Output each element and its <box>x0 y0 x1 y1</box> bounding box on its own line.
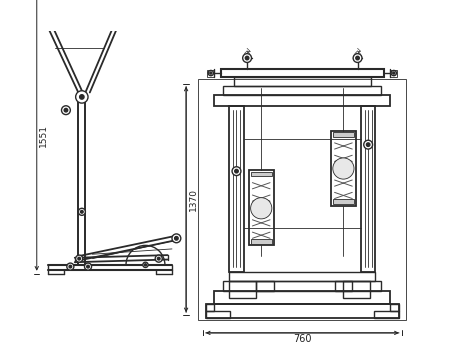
Circle shape <box>62 106 70 115</box>
Circle shape <box>356 56 359 60</box>
Circle shape <box>85 263 91 270</box>
Circle shape <box>80 95 84 99</box>
Bar <box>331 130 356 206</box>
Bar <box>230 281 256 298</box>
Bar <box>214 291 390 304</box>
Bar <box>256 281 274 291</box>
Circle shape <box>67 263 74 270</box>
Bar <box>223 281 382 291</box>
Bar <box>333 132 354 137</box>
Bar <box>343 281 370 298</box>
Circle shape <box>333 158 354 179</box>
Circle shape <box>235 169 238 173</box>
Bar <box>374 311 399 318</box>
Circle shape <box>172 234 181 243</box>
Bar <box>206 311 230 318</box>
Bar <box>390 70 397 77</box>
Text: 760: 760 <box>293 334 311 344</box>
Bar <box>223 86 382 95</box>
Bar <box>230 106 243 272</box>
Bar <box>251 172 272 176</box>
Circle shape <box>353 53 362 62</box>
Text: 1370: 1370 <box>189 188 198 211</box>
Circle shape <box>391 70 396 76</box>
Bar <box>214 95 390 106</box>
Circle shape <box>251 198 272 219</box>
Circle shape <box>245 56 249 60</box>
Circle shape <box>78 208 86 215</box>
Circle shape <box>76 255 83 262</box>
Circle shape <box>175 237 178 240</box>
Circle shape <box>64 108 68 112</box>
Circle shape <box>87 265 90 268</box>
Circle shape <box>81 210 83 213</box>
Circle shape <box>78 257 81 260</box>
Bar <box>234 78 371 86</box>
Bar <box>390 304 399 311</box>
Bar <box>206 304 214 311</box>
Bar <box>251 239 272 244</box>
Circle shape <box>364 140 373 149</box>
Circle shape <box>143 262 148 267</box>
Circle shape <box>210 72 212 74</box>
Bar <box>335 281 352 291</box>
Bar <box>230 272 375 281</box>
Circle shape <box>232 167 241 176</box>
Circle shape <box>366 143 370 146</box>
Bar <box>198 79 406 319</box>
Circle shape <box>158 257 160 260</box>
Bar <box>206 304 399 318</box>
Circle shape <box>69 265 72 268</box>
Bar <box>207 70 214 77</box>
Circle shape <box>243 53 252 62</box>
Circle shape <box>393 72 395 74</box>
Circle shape <box>144 264 147 266</box>
Bar <box>249 170 274 245</box>
Text: 1551: 1551 <box>38 124 47 147</box>
Bar <box>220 69 384 78</box>
Circle shape <box>76 91 88 103</box>
Circle shape <box>155 255 162 262</box>
Circle shape <box>208 70 213 76</box>
Bar <box>361 106 375 272</box>
Bar <box>333 199 354 204</box>
